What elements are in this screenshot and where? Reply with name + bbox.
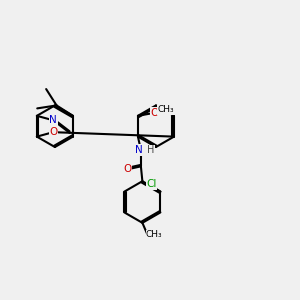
Text: CH₃: CH₃: [146, 230, 163, 239]
Text: O: O: [123, 164, 132, 174]
Text: N: N: [135, 145, 142, 155]
Text: H: H: [147, 145, 155, 155]
Text: CH₃: CH₃: [158, 105, 175, 114]
Text: O: O: [49, 127, 57, 137]
Text: Cl: Cl: [146, 179, 157, 189]
Text: N: N: [49, 115, 57, 125]
Text: O: O: [150, 108, 158, 118]
